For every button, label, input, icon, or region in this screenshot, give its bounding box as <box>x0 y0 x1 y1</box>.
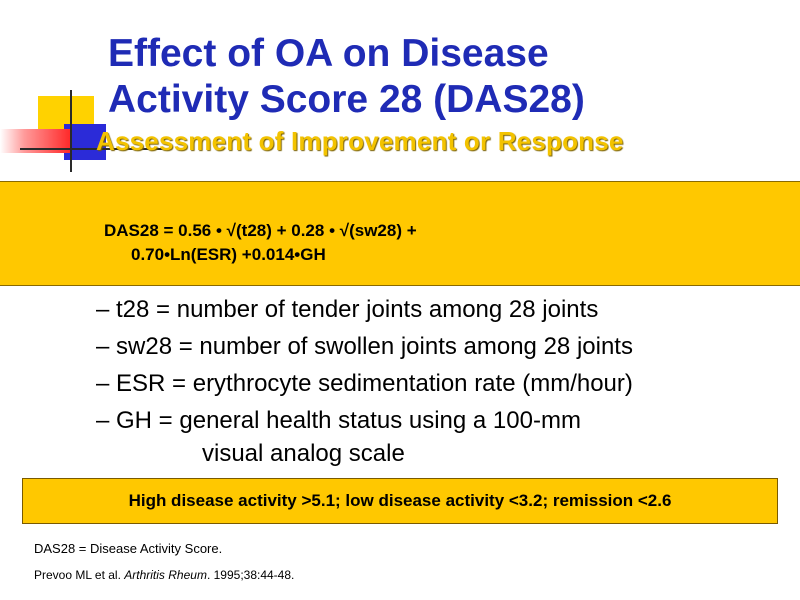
reference-journal: Arthritis Rheum <box>124 568 207 582</box>
formula-line-1: DAS28 = 0.56 • √(t28) + 0.28 • √(sw28) + <box>104 221 417 240</box>
reference-authors: Prevoo ML et al. <box>34 568 125 582</box>
footnote: DAS28 = Disease Activity Score. <box>34 541 223 556</box>
decorative-horizontal-line <box>20 148 170 150</box>
definition-item-esr: – ESR = erythrocyte sedimentation rate (… <box>96 370 633 397</box>
decorative-vertical-line <box>70 90 72 172</box>
slide-title-line-2: Activity Score 28 (DAS28) <box>108 78 585 121</box>
definition-item-t28: – t28 = number of tender joints among 28… <box>96 296 599 323</box>
slide-title-line-1: Effect of OA on Disease <box>108 32 549 75</box>
formula-line-2: 0.70•Ln(ESR) +0.014•GH <box>131 245 326 264</box>
definition-item-gh-continuation: visual analog scale <box>202 440 405 467</box>
slide-subtitle: Assessment of Improvement or Response <box>96 126 624 156</box>
thresholds-box: High disease activity >5.1; low disease … <box>22 478 778 524</box>
definition-item-sw28: – sw28 = number of swollen joints among … <box>96 333 633 360</box>
definition-item-gh: – GH = general health status using a 100… <box>96 402 633 469</box>
thresholds-text: High disease activity >5.1; low disease … <box>128 491 672 510</box>
variable-definitions-list: – t28 = number of tender joints among 28… <box>96 291 633 469</box>
formula-banner <box>0 181 800 286</box>
slide-title: Effect of OA on Disease Activity Score 2… <box>108 31 585 123</box>
das28-formula: DAS28 = 0.56 • √(t28) + 0.28 • √(sw28) +… <box>104 219 417 267</box>
reference-details: . 1995;38:44-48. <box>206 568 295 582</box>
reference-citation: Prevoo ML et al. Arthritis Rheum. 1995;3… <box>34 568 294 582</box>
